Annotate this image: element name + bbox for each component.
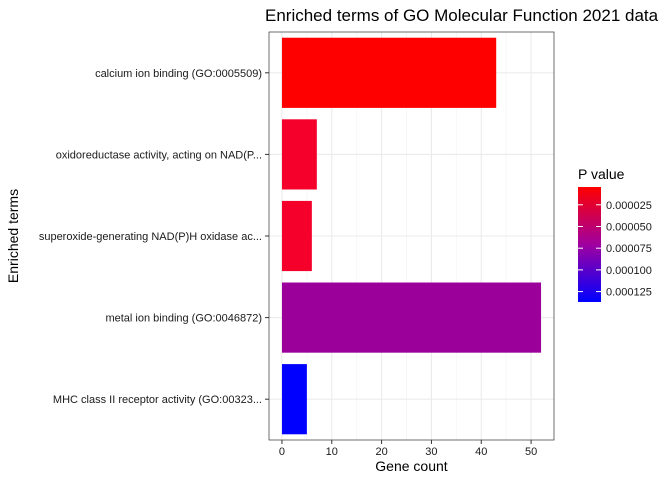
legend-tick-label: 0.000025 [606,200,652,212]
x-tick-label: 40 [475,446,487,458]
y-tick-label: oxidoreductase activity, acting on NAD(P… [56,149,262,161]
x-tick-label: 50 [525,446,537,458]
y-tick-label: metal ion binding (GO:0046872) [105,313,262,325]
bars [281,37,542,435]
y-axis: calcium ion binding (GO:0005509) oxidored… [39,68,269,406]
y-tick-label: calcium ion binding (GO:0005509) [95,68,262,80]
legend-tick-label: 0.000100 [606,265,652,277]
bar [281,282,542,353]
x-tick-label: 30 [425,446,437,458]
legend: P value 0.000025 0.000050 0.000075 0.000100… [578,166,652,302]
legend-colorbar [578,187,601,302]
legend-tick-label: 0.000050 [606,221,652,233]
legend-ticks: 0.000025 0.000050 0.000075 0.000100 0.000125 [578,200,652,299]
x-axis-title: Gene count [375,458,447,474]
legend-tick-label: 0.000125 [606,287,652,299]
x-tick-label: 10 [326,446,338,458]
bar [281,364,307,435]
x-axis: 0 10 20 30 40 50 [279,440,537,458]
y-tick-label: superoxide-generating NAD(P)H oxidase ac… [39,231,262,243]
legend-tick-label: 0.000075 [606,243,652,255]
bar [281,37,497,108]
x-tick-label: 20 [375,446,387,458]
bar [281,119,317,190]
bar [281,200,312,272]
title-group: Enriched terms of GO Molecular Function … [265,6,659,25]
y-tick-label: MHC class II receptor activity (GO:00323… [53,394,262,406]
chart-title: Enriched terms of GO Molecular Function … [265,6,659,25]
legend-title: P value [578,166,625,182]
x-tick-label: 0 [279,446,285,458]
y-axis-title: Enriched terms [5,189,21,283]
